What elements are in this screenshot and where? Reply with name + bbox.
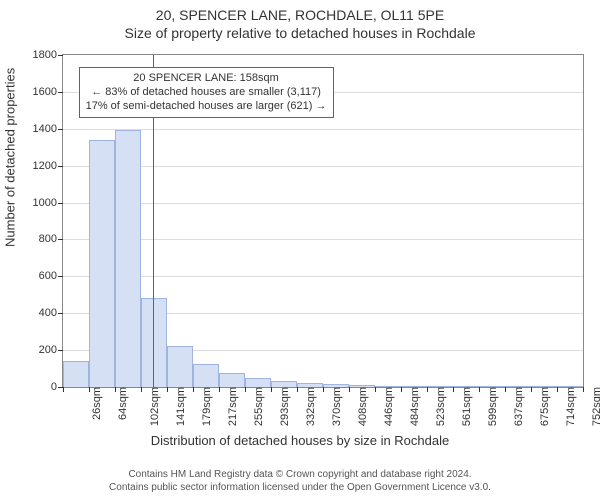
x-tick-mark xyxy=(323,387,324,392)
x-tick-mark xyxy=(115,387,116,392)
chart-header: 20, SPENCER LANE, ROCHDALE, OL11 5PE Siz… xyxy=(0,0,600,42)
x-tick-label: 599sqm xyxy=(485,387,499,426)
histogram-bar xyxy=(375,386,401,387)
callout-line-2: ← 83% of detached houses are smaller (3,… xyxy=(86,85,327,99)
x-tick-mark xyxy=(557,387,558,392)
x-tick-mark xyxy=(271,387,272,392)
gridline xyxy=(63,276,583,277)
histogram-bar xyxy=(505,386,531,387)
y-tick-mark xyxy=(58,92,63,93)
histogram-bar xyxy=(193,364,219,387)
histogram-bar xyxy=(453,386,479,387)
histogram-bar xyxy=(323,384,349,387)
x-tick-label: 523sqm xyxy=(433,387,447,426)
x-tick-mark xyxy=(219,387,220,392)
x-tick-mark xyxy=(583,387,584,392)
histogram-bar xyxy=(531,386,557,387)
x-tick-label: 179sqm xyxy=(199,387,213,426)
gridline xyxy=(63,239,583,240)
footer-line-2: Contains public sector information licen… xyxy=(0,481,600,494)
x-tick-mark xyxy=(63,387,64,392)
histogram-bar xyxy=(401,386,427,387)
histogram-bar xyxy=(63,361,89,387)
x-tick-mark xyxy=(479,387,480,392)
y-tick-mark xyxy=(58,55,63,56)
x-tick-label: 26sqm xyxy=(89,387,103,420)
y-tick-mark xyxy=(58,239,63,240)
x-tick-mark xyxy=(531,387,532,392)
x-axis-label: Distribution of detached houses by size … xyxy=(0,433,600,448)
gridline xyxy=(63,203,583,204)
x-tick-mark xyxy=(401,387,402,392)
x-tick-label: 255sqm xyxy=(251,387,265,426)
x-tick-mark xyxy=(167,387,168,392)
y-tick-mark xyxy=(58,166,63,167)
x-tick-mark xyxy=(453,387,454,392)
x-tick-label: 637sqm xyxy=(511,387,525,426)
x-tick-label: 102sqm xyxy=(147,387,161,426)
x-tick-label: 332sqm xyxy=(303,387,317,426)
chart-subtitle: Size of property relative to detached ho… xyxy=(0,24,600,42)
histogram-bar xyxy=(349,385,375,387)
y-axis-label: Number of detached properties xyxy=(3,68,18,247)
x-tick-label: 714sqm xyxy=(563,387,577,426)
x-tick-mark xyxy=(427,387,428,392)
x-tick-label: 484sqm xyxy=(407,387,421,426)
x-tick-label: 141sqm xyxy=(173,387,187,426)
histogram-bar xyxy=(167,346,193,387)
x-tick-label: 675sqm xyxy=(537,387,551,426)
x-tick-label: 217sqm xyxy=(225,387,239,426)
histogram-bar xyxy=(89,140,115,387)
y-tick-mark xyxy=(58,203,63,204)
histogram-bar xyxy=(219,373,245,387)
footer-attribution: Contains HM Land Registry data © Crown c… xyxy=(0,468,600,494)
gridline xyxy=(63,129,583,130)
address-title: 20, SPENCER LANE, ROCHDALE, OL11 5PE xyxy=(0,6,600,24)
x-tick-mark xyxy=(193,387,194,392)
histogram-bar xyxy=(115,130,141,387)
x-tick-mark xyxy=(89,387,90,392)
callout-box: 20 SPENCER LANE: 158sqm ← 83% of detache… xyxy=(79,67,334,118)
y-tick-mark xyxy=(58,313,63,314)
footer-line-1: Contains HM Land Registry data © Crown c… xyxy=(0,468,600,481)
histogram-bar xyxy=(271,381,297,387)
histogram-bar xyxy=(479,386,505,387)
x-tick-label: 370sqm xyxy=(329,387,343,426)
plot-area: 20 SPENCER LANE: 158sqm ← 83% of detache… xyxy=(62,54,584,388)
callout-line-1: 20 SPENCER LANE: 158sqm xyxy=(86,71,327,85)
callout-line-3: 17% of semi-detached houses are larger (… xyxy=(86,99,327,113)
y-tick-mark xyxy=(58,129,63,130)
x-tick-label: 408sqm xyxy=(355,387,369,426)
x-tick-mark xyxy=(505,387,506,392)
x-tick-mark xyxy=(141,387,142,392)
x-tick-label: 293sqm xyxy=(277,387,291,426)
x-tick-label: 752sqm xyxy=(589,387,600,426)
histogram-bar xyxy=(141,298,167,387)
y-tick-mark xyxy=(58,350,63,351)
x-tick-label: 561sqm xyxy=(459,387,473,426)
x-tick-mark xyxy=(349,387,350,392)
x-tick-mark xyxy=(297,387,298,392)
histogram-bar xyxy=(427,386,453,387)
histogram-bar xyxy=(557,386,583,387)
x-tick-mark xyxy=(245,387,246,392)
histogram-bar xyxy=(245,378,271,387)
histogram-bar xyxy=(297,383,323,387)
gridline xyxy=(63,166,583,167)
x-tick-mark xyxy=(375,387,376,392)
y-tick-mark xyxy=(58,276,63,277)
x-tick-label: 446sqm xyxy=(381,387,395,426)
chart-container: Number of detached properties 20 SPENCER… xyxy=(0,44,600,450)
x-tick-label: 64sqm xyxy=(115,387,129,420)
